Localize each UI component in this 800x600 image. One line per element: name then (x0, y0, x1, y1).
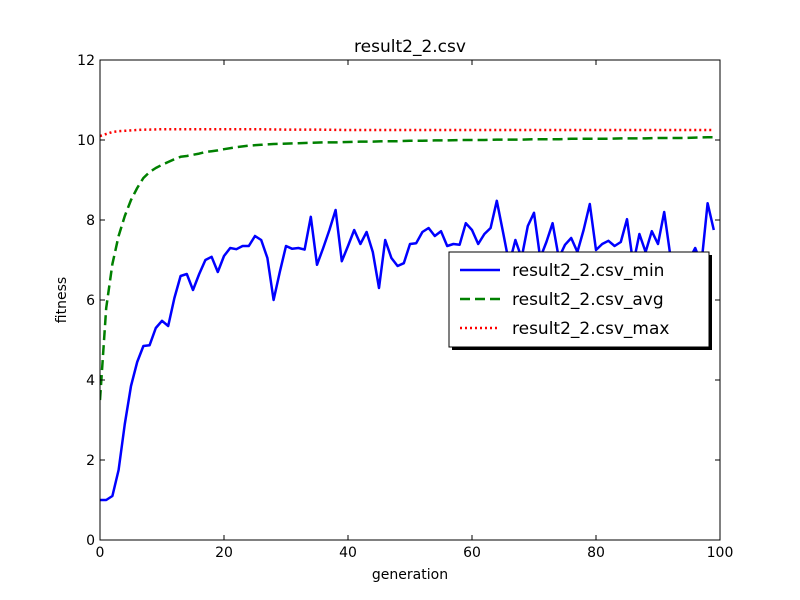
x-tick-label: 0 (96, 545, 105, 561)
y-tick-label: 12 (77, 53, 95, 69)
chart-title: result2_2.csv (354, 37, 466, 57)
y-tick-label: 4 (86, 373, 95, 389)
legend-label: result2_2.csv_max (512, 319, 669, 339)
y-ticks: 0 2 4 6 8 10 12 (77, 53, 720, 549)
x-tick-label: 40 (339, 545, 357, 561)
plot-lines (100, 127, 716, 502)
y-tick-label: 10 (77, 133, 95, 149)
x-tick-label: 100 (707, 545, 734, 561)
y-tick-label: 6 (86, 293, 95, 309)
y-axis-label: fitness (54, 277, 70, 323)
series-line-dashed (100, 135, 714, 401)
legend-label: result2_2.csv_min (512, 261, 664, 281)
series-line-solid (100, 199, 716, 502)
x-tick-label: 60 (463, 545, 481, 561)
y-tick-label: 8 (86, 213, 95, 229)
y-tick-label: 2 (86, 453, 95, 469)
legend-label: result2_2.csv_avg (512, 290, 664, 310)
legend: result2_2.csv_min result2_2.csv_avgresult… (448, 251, 712, 350)
x-ticks: 0 20 40 60 80 100 (96, 60, 734, 561)
x-tick-label: 20 (215, 545, 233, 561)
x-axis-label: generation (372, 567, 448, 583)
x-tick-label: 80 (587, 545, 605, 561)
y-tick-label: 0 (86, 533, 95, 549)
series-line-dotted (100, 127, 714, 138)
